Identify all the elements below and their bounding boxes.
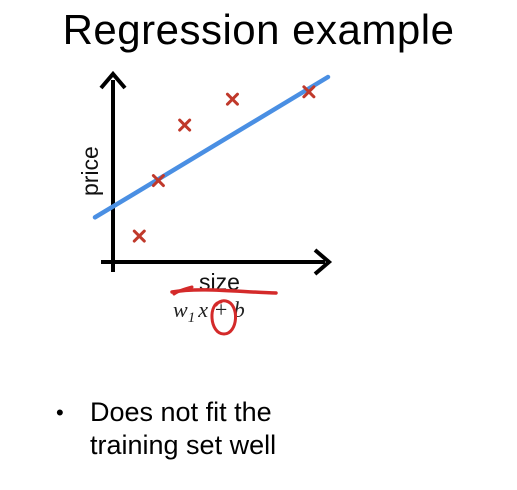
x-axis-arrowhead: [313, 248, 333, 276]
bullet-item: • Does not fit the training set well: [56, 396, 496, 462]
hand-underline-hook: [172, 285, 194, 296]
data-point-3: [178, 118, 192, 132]
y-axis-label: price: [77, 146, 103, 196]
regression-plot: price size w1 x + b: [77, 70, 333, 336]
fit-line: [92, 74, 331, 220]
bullet-text: Does not fit the training set well: [90, 397, 277, 460]
bullet-dot: •: [56, 400, 64, 425]
data-point-4: [225, 92, 239, 106]
hand-circle-around-x: [210, 299, 237, 336]
y-axis-arrowhead: [99, 70, 127, 90]
data-point-1: [132, 229, 146, 243]
model-x: x: [197, 297, 208, 322]
data-points: [132, 85, 316, 243]
data-point-2: [151, 174, 165, 188]
model-w: w: [173, 297, 188, 322]
model-w-subscript: 1: [188, 310, 196, 326]
data-point-5: [302, 85, 316, 99]
slide-title: Regression example: [62, 6, 455, 53]
